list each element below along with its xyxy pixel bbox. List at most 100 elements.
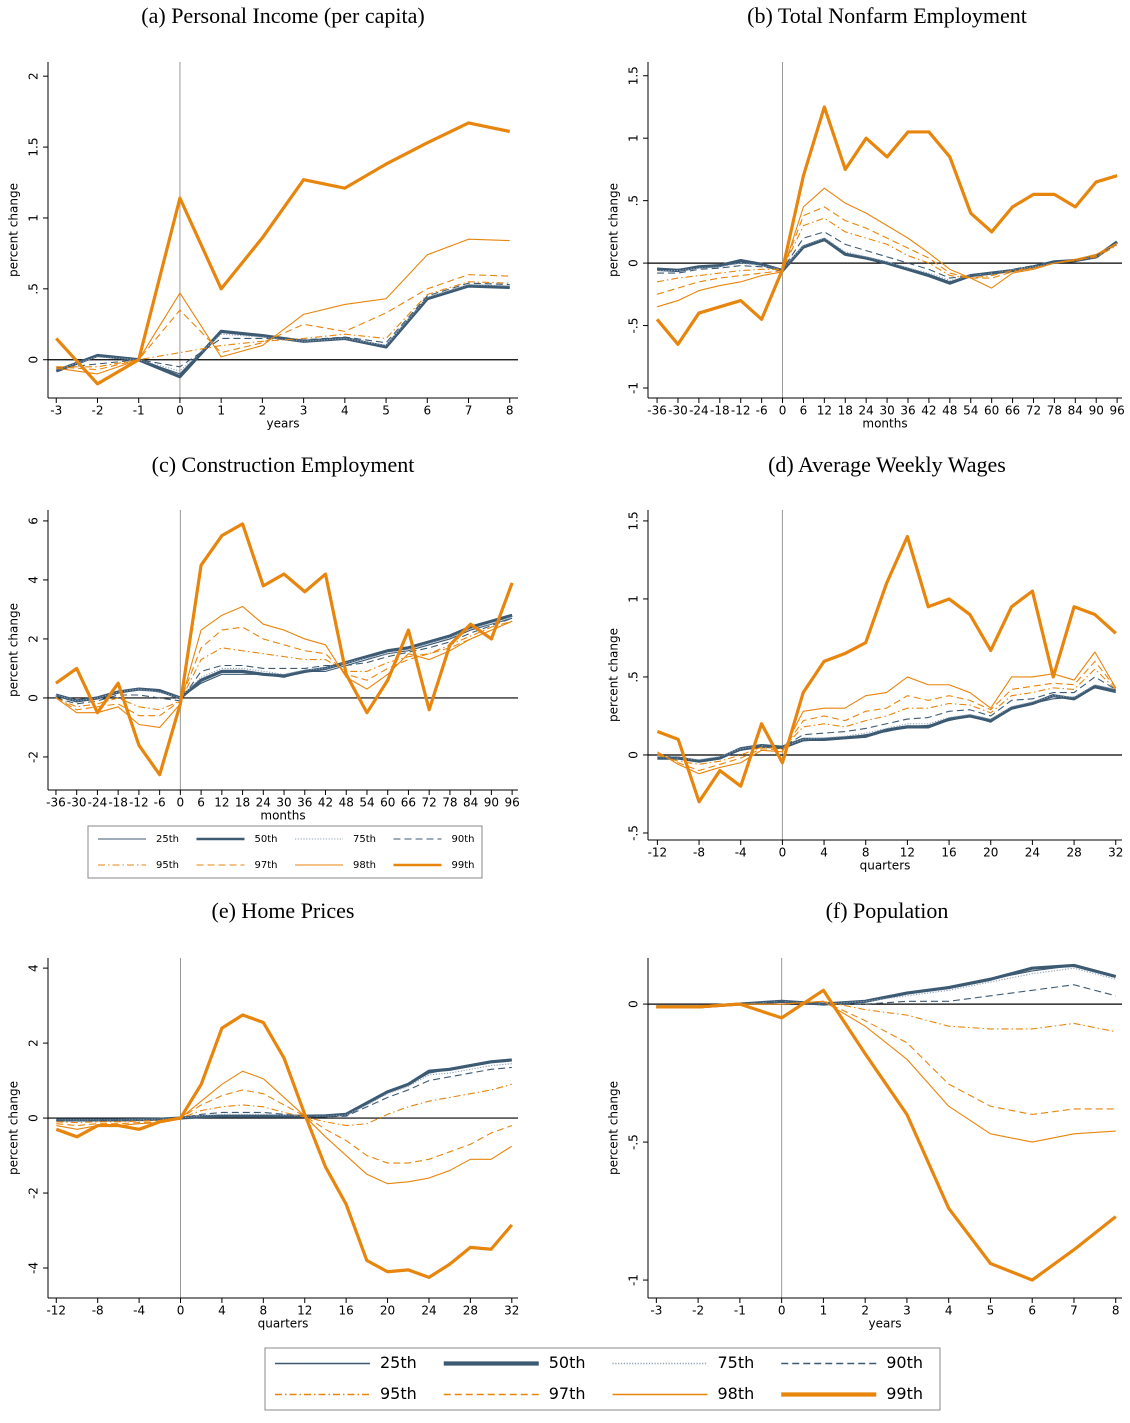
x-tick-label: -6 <box>154 796 166 810</box>
panel: (b) Total Nonfarm Employment -1 -.5 0 .5 1 1.5… <box>607 3 1125 430</box>
y-tick-label: 4 <box>27 576 41 584</box>
x-tick-label: 24 <box>421 1304 436 1318</box>
y-tick-label: 2 <box>27 72 41 80</box>
x-tick-label: 72 <box>422 796 437 810</box>
x-tick-label: 28 <box>463 1304 478 1318</box>
x-tick-label: 1 <box>820 1304 828 1318</box>
series-line <box>55 620 513 717</box>
panel: (d) Average Weekly Wages -.5 0 .5 1 1.5 -12 -8 -… <box>607 452 1124 872</box>
series-line <box>656 963 1117 1009</box>
series-line <box>56 1066 512 1122</box>
x-tick-label: 48 <box>339 796 354 810</box>
x-tick-label: 78 <box>442 796 457 810</box>
y-tick-label: -.5 <box>627 318 641 334</box>
y-tick-label: 0 <box>27 1114 41 1122</box>
x-tick-label: 36 <box>900 404 915 418</box>
series-line <box>55 605 513 728</box>
x-tick-label: 12 <box>900 846 915 860</box>
x-tick-label: 96 <box>1109 404 1124 418</box>
series-line <box>657 676 1117 762</box>
series-line <box>55 121 511 386</box>
x-tick-label: 4 <box>820 846 828 860</box>
legend-label: 75th <box>353 834 376 845</box>
series-line <box>56 274 510 371</box>
x-axis-label: months <box>862 417 907 431</box>
x-tick-label: 28 <box>1066 846 1081 860</box>
x-tick-label: 2 <box>861 1304 869 1318</box>
series-line <box>55 617 513 705</box>
x-tick-label: 18 <box>235 796 250 810</box>
y-tick-label: 1.5 <box>627 66 641 85</box>
y-axis-label: percent change <box>7 1081 21 1175</box>
x-tick-label: 7 <box>1070 1304 1078 1318</box>
legend-label: 75th <box>718 1353 755 1372</box>
x-tick-label: 12 <box>214 796 229 810</box>
x-tick-label: 42 <box>921 404 936 418</box>
legend-label: 90th <box>886 1353 923 1372</box>
x-tick-label: -18 <box>108 796 128 810</box>
x-tick-label: 6 <box>423 404 431 418</box>
series-line <box>656 1000 1116 1116</box>
x-tick-label: 12 <box>297 1304 312 1318</box>
x-tick-label: -12 <box>731 404 751 418</box>
x-tick-label: -30 <box>67 796 87 810</box>
series-line <box>56 281 510 368</box>
series-line <box>656 534 1117 804</box>
legend-label: 25th <box>156 834 179 845</box>
x-tick-label: 24 <box>1025 846 1040 860</box>
x-tick-label: 20 <box>380 1304 395 1318</box>
x-tick-label: -6 <box>756 404 768 418</box>
y-tick-label: 1 <box>27 214 41 222</box>
x-tick-label: 78 <box>1047 404 1062 418</box>
x-tick-label: 0 <box>177 1304 185 1318</box>
x-tick-label: 54 <box>359 796 374 810</box>
legend-label: 97th <box>255 860 278 871</box>
x-tick-label: -3 <box>650 1304 662 1318</box>
x-tick-label: -4 <box>735 846 747 860</box>
x-tick-label: 3 <box>300 404 308 418</box>
series-line <box>55 522 514 777</box>
x-tick-label: 16 <box>339 1304 354 1318</box>
y-tick-label: 0 <box>27 694 41 702</box>
x-tick-label: -36 <box>647 404 667 418</box>
x-tick-label: 6 <box>197 796 205 810</box>
x-tick-label: -2 <box>91 404 103 418</box>
legend-label: 95th <box>380 1384 417 1403</box>
x-tick-label: 4 <box>218 1304 226 1318</box>
x-axis-label: quarters <box>258 1317 309 1331</box>
x-tick-label: 72 <box>1026 404 1041 418</box>
y-tick-label: 1.5 <box>27 138 41 157</box>
series-line <box>656 217 1118 283</box>
series-line <box>56 1063 512 1121</box>
x-tick-label: -1 <box>133 404 145 418</box>
y-axis-label: percent change <box>7 603 21 697</box>
series-line <box>657 240 1118 283</box>
x-tick-label: 2 <box>259 404 267 418</box>
y-tick-label: .5 <box>627 195 641 206</box>
x-tick-label: 3 <box>903 1304 911 1318</box>
x-tick-label: 7 <box>465 404 473 418</box>
x-tick-label: -3 <box>50 404 62 418</box>
series-line <box>657 668 1117 765</box>
y-axis-label: percent change <box>607 628 621 722</box>
legend-label: 25th <box>380 1353 417 1372</box>
y-tick-label: 1 <box>627 134 641 142</box>
x-tick-label: 96 <box>504 796 519 810</box>
series-line <box>56 1083 512 1127</box>
y-tick-label: .5 <box>27 283 41 294</box>
y-axis-label: percent change <box>7 183 21 277</box>
x-tick-label: 0 <box>779 846 787 860</box>
x-tick-label: 36 <box>297 796 312 810</box>
series-line <box>56 1070 513 1185</box>
x-tick-label: 4 <box>945 1304 953 1318</box>
legend-box <box>87 825 483 879</box>
series-line <box>55 284 510 379</box>
x-tick-label: 6 <box>1028 1304 1036 1318</box>
x-tick-label: 8 <box>260 1304 268 1318</box>
x-tick-label: 5 <box>382 404 390 418</box>
series-line <box>656 988 1117 1282</box>
x-tick-label: -8 <box>92 1304 104 1318</box>
